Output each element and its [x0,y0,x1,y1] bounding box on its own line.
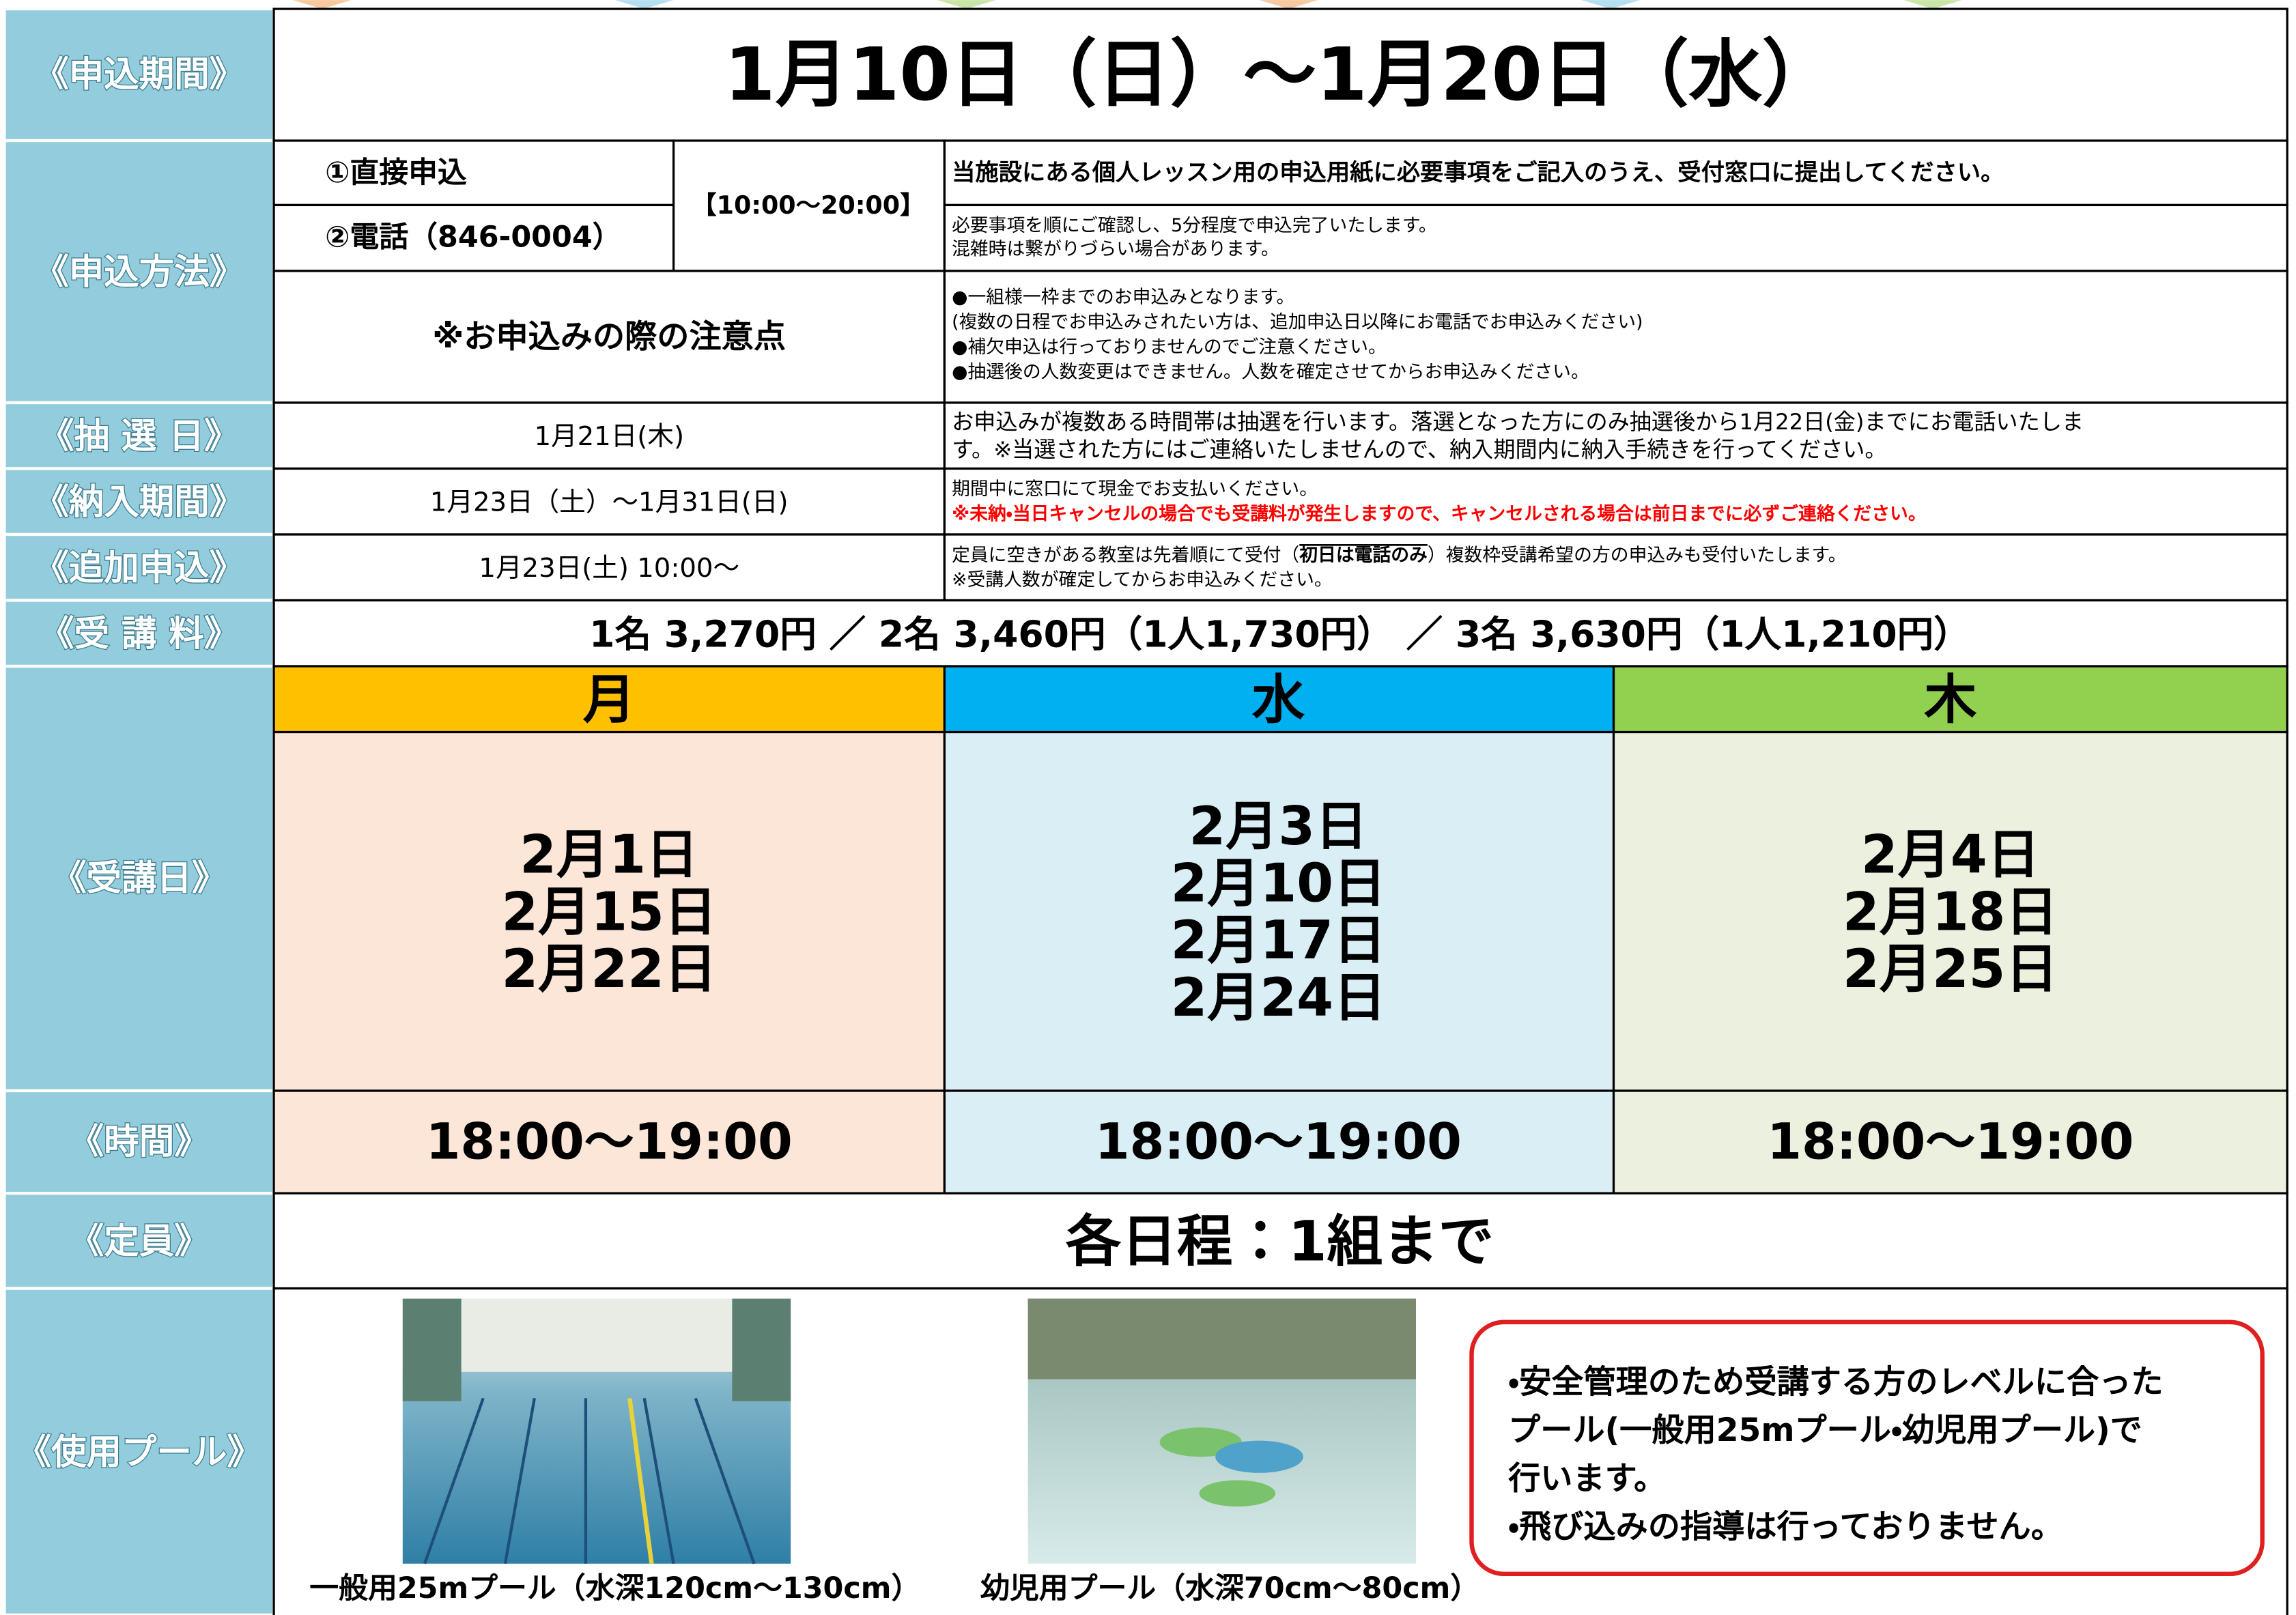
description: 混雑時は繋がりづらい場合があります。 [952,238,1279,259]
pool-photo [1027,1298,1416,1564]
pool-photo [402,1298,791,1564]
description: 定員に空きがある教室は先着順にて受付（初日は電話のみ）複数枠受講希望の方の申込み… [952,545,1846,566]
lesson-time: 18:00〜19:00 [1767,1113,2134,1171]
description: 当施設にある個人レッスン用の申込用紙に必要事項をご記入のうえ、受付窓口に提出して… [952,159,2004,186]
row-label: 《申込期間》 [33,55,244,96]
note: ●一組様一枠までのお申込みとなります。 [952,287,1294,308]
notes-heading: ※お申込みの際の注意点 [432,318,786,356]
top-decoration [0,0,2296,10]
warning: ※未納・当日キャンセルの場合でも受講料が発生しますので、キャンセルされる場合は前… [952,502,1927,524]
lesson-date: 2月3日 [1189,796,1367,857]
lesson-date: 2月24日 [1171,967,1387,1029]
row-label: 《申込方法》 [33,252,244,293]
note: ●補欠申込は行っておりませんのでご注意ください。 [952,337,1387,358]
day-header: 月 [583,669,636,730]
description: ※受講人数が確定してからお申込みください。 [952,569,1333,590]
capacity-value: 各日程：1組まで [1066,1209,1494,1274]
pool-note: ・飛び込みの指導は行っておりません。 [1508,1509,2063,1546]
pool-caption: 一般用25mプール（水深120cm〜130cm） [309,1571,920,1605]
method: ①直接申込 [325,156,467,190]
note: ●抽選後の人数変更はできません。人数を確定させてからお申込みください。 [952,361,1589,382]
lesson-date: 2月17日 [1171,910,1387,971]
lesson-date: 2月15日 [501,881,717,943]
text: 定員に空きがある教室は先着順にて受付（ [952,545,1299,566]
row-label: 《抽 選 日》 [39,416,239,457]
row-label: 《時間》 [69,1121,210,1162]
lesson-date: 2月4日 [1861,825,2040,886]
note: (複数の日程でお申込みされたい方は、追加申込日以降にお電話でお申込みください) [952,312,1643,333]
notice-box [1469,1319,2265,1577]
text: ）複数枠受講希望の方の申込みも受付いたします。 [1428,545,1847,566]
label-column [3,7,276,1615]
row-label: 《納入期間》 [33,482,244,523]
lesson-date: 2月22日 [501,939,717,1000]
pool-note: ・安全管理のため受講する方のレベルに合った [1508,1363,2163,1401]
description: お申込みが複数ある時間帯は抽選を行います。落選となった方にのみ抽選後から1月22… [952,409,2084,435]
description: 期間中に窓口にて現金でお支払いください。 [952,478,1318,500]
lesson-date: 2月10日 [1171,853,1387,915]
row-label: 《追加申込》 [33,547,244,588]
row-label: 《定員》 [69,1221,210,1262]
row-label: 《受 講 料》 [39,614,239,655]
lesson-date: 2月1日 [520,825,698,886]
lesson-date: 2月25日 [1843,939,2058,1000]
pool-note: プール(一般用25mプール・幼児用プール)で [1508,1412,2142,1449]
row-label: 《受講日》 [51,858,227,899]
additional-value: 1月23日(土) 10:00〜 [479,553,739,584]
hours: 【10:00〜20:00】 [692,190,924,220]
payment-value: 1月23日（土）〜1月31日(日) [430,487,789,517]
pool-note: 行います。 [1508,1460,1666,1498]
text: 初日は電話のみ [1299,545,1428,566]
description: す。※当選された方にはご連絡いたしませんので、納入期間内に納入手続きを行ってくだ… [952,437,1886,463]
lottery-value: 1月21日(木) [534,421,684,452]
method: ②電話（846-0004） [325,220,621,255]
description: 必要事項を順にご確認し、5分程度で申込完了いたします。 [952,215,1437,236]
row-label: 《使用プール》 [16,1432,262,1473]
period-value: 1月10日（日）〜1月20日（水） [724,32,1835,117]
fee-value: 1名 3,270円 ／ 2名 3,460円（1人1,730円） ／ 3名 3,6… [589,612,1970,655]
day-header: 水 [1251,669,1305,730]
lesson-time: 18:00〜19:00 [426,1113,793,1171]
lesson-time: 18:00〜19:00 [1095,1113,1462,1171]
pool-caption: 幼児用プール（水深70cm〜80cm） [980,1571,1479,1605]
lesson-date: 2月18日 [1843,881,2058,943]
day-header: 木 [1924,669,1977,730]
